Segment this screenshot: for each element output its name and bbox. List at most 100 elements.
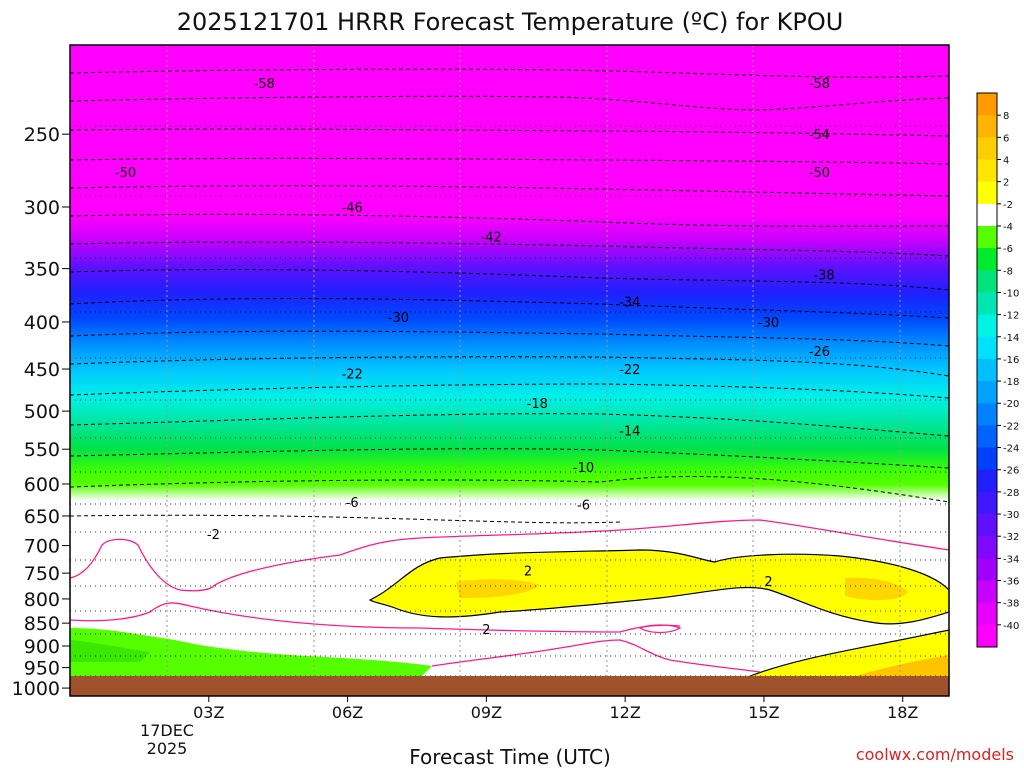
- contour-label: -30: [388, 311, 409, 326]
- x-tick-label: 15Z: [748, 703, 779, 722]
- colorbar-swatch: [977, 624, 997, 648]
- contour-label: 2: [524, 564, 532, 579]
- freezing-contour: [70, 519, 949, 592]
- colorbar-swatch: [977, 181, 997, 205]
- x-axis-label: Forecast Time (UTC): [409, 745, 611, 768]
- isotherm-lines: [70, 68, 949, 524]
- contour-label: -18: [527, 397, 548, 412]
- y-tick-label: 650: [24, 506, 60, 528]
- colorbar-swatch: [977, 314, 997, 338]
- x-date-line-2: 2025: [147, 739, 188, 758]
- colorbar-label: -28: [1003, 488, 1019, 499]
- contour-label: 2: [482, 623, 490, 638]
- contour-label: -14: [619, 425, 640, 440]
- y-tick-label: 750: [24, 563, 60, 585]
- x-axis: 03Z 06Z 09Z 12Z 15Z 18Z: [193, 696, 918, 722]
- colorbar-label: -22: [1003, 421, 1019, 432]
- y-axis: 2503003504004505005506006507007508008509…: [12, 124, 70, 700]
- colorbar-label: 4: [1003, 155, 1009, 166]
- colorbar-swatch: [977, 580, 997, 604]
- contour-label: -58: [809, 77, 830, 92]
- contour-label: -22: [619, 363, 640, 378]
- y-tick-label: 400: [24, 312, 60, 334]
- colorbar-swatch: [977, 558, 997, 582]
- contour-label: -50: [809, 166, 830, 181]
- contour-label: -22: [342, 367, 363, 382]
- colorbar-swatch: [977, 469, 997, 493]
- colorbar-swatch: [977, 491, 997, 515]
- colorbar-swatch: [977, 203, 997, 227]
- y-tick-label: 800: [24, 589, 60, 611]
- freezing-contour-bottom: [431, 639, 761, 673]
- contour-label: -50: [115, 166, 136, 181]
- colorbar-label: -6: [1003, 244, 1013, 255]
- contour-label: -58: [254, 77, 275, 92]
- colorbar-label: -16: [1003, 355, 1019, 366]
- colorbar-legend: 8 6 4 2 -2 -4 -6 -8 -10 -12 -14 -16 -18 -20 -22 -24 -26 -…: [976, 92, 1019, 648]
- colorbar-swatch: [977, 403, 997, 426]
- contour-label: 2: [764, 575, 772, 590]
- colorbar-label: 8: [1003, 111, 1009, 122]
- colorbar-swatch: [977, 336, 997, 360]
- colorbar-swatch: [977, 248, 997, 271]
- plot-frame: [69, 44, 950, 697]
- ground-surface: [70, 676, 949, 696]
- x-tick-label: 06Z: [332, 703, 363, 722]
- contour-label: -6: [577, 499, 590, 514]
- colorbar-label: -26: [1003, 466, 1019, 477]
- colorbar-label: -8: [1003, 266, 1013, 277]
- colorbar-swatch: [977, 447, 997, 471]
- colorbar-label: -40: [1003, 621, 1019, 632]
- chart-title: 2025121701 HRRR Forecast Temperature (ºC…: [177, 8, 844, 36]
- colorbar-swatch: [977, 514, 997, 537]
- colorbar-swatch: [977, 425, 997, 449]
- colorbar-label: -36: [1003, 577, 1019, 588]
- contour-label: -30: [758, 316, 779, 331]
- contour-label: -10: [573, 461, 594, 476]
- colorbar-swatch: [977, 381, 997, 404]
- colorbar-swatch: [977, 270, 997, 293]
- contour-label: -6: [346, 496, 359, 511]
- colorbar-label: 2: [1003, 178, 1009, 189]
- y-tick-label: 700: [24, 536, 60, 558]
- contour-label: -46: [342, 201, 363, 216]
- x-tick-label: 03Z: [193, 703, 224, 722]
- contour-label: -54: [809, 128, 830, 143]
- warm-core-1: [456, 579, 540, 598]
- y-tick-label: 250: [24, 124, 60, 146]
- colorbar-label: -2: [1003, 200, 1013, 211]
- colorbar-label: 6: [1003, 133, 1009, 144]
- freezing-contour-small: [638, 624, 682, 634]
- near-surface-cold-region: [70, 628, 432, 678]
- y-tick-label: 1000: [12, 678, 60, 700]
- x-tick-label: 18Z: [887, 703, 918, 722]
- y-tick-label: 950: [24, 658, 60, 680]
- contour-label: -2: [207, 528, 220, 543]
- colorbar-label: -32: [1003, 532, 1019, 543]
- x-tick-label: 09Z: [471, 703, 502, 722]
- y-tick-label: 300: [24, 197, 60, 219]
- colorbar-label: -24: [1003, 444, 1019, 455]
- contour-labels: -58 -58-54-50 -50-46-42-38-34-30 -30-26-22-…: [115, 77, 835, 638]
- x-date-line-1: 17DEC: [140, 721, 194, 740]
- colorbar-swatch: [977, 292, 997, 316]
- y-tick-label: 450: [24, 359, 60, 381]
- colorbar-label: -18: [1003, 377, 1019, 388]
- colorbar-frame: [976, 92, 998, 648]
- contour-label: -38: [813, 268, 834, 283]
- colorbar-label: -10: [1003, 288, 1019, 299]
- contour-label: -34: [619, 295, 640, 310]
- colorbar-label: -12: [1003, 311, 1019, 322]
- warm-layer-region: [368, 549, 949, 625]
- colorbar-swatch: [977, 137, 997, 160]
- y-tick-label: 600: [24, 474, 60, 496]
- plot-area: -58 -58-54-50 -50-46-42-38-34-30 -30-26-22-…: [70, 45, 949, 696]
- contour-label: -26: [809, 345, 830, 360]
- contour-label: -42: [480, 231, 501, 246]
- colorbar-swatch: [977, 602, 997, 626]
- warm-core-2: [845, 577, 908, 601]
- colorbar-label: -20: [1003, 399, 1019, 410]
- colorbar-label: -30: [1003, 510, 1019, 521]
- y-tick-label: 900: [24, 636, 60, 658]
